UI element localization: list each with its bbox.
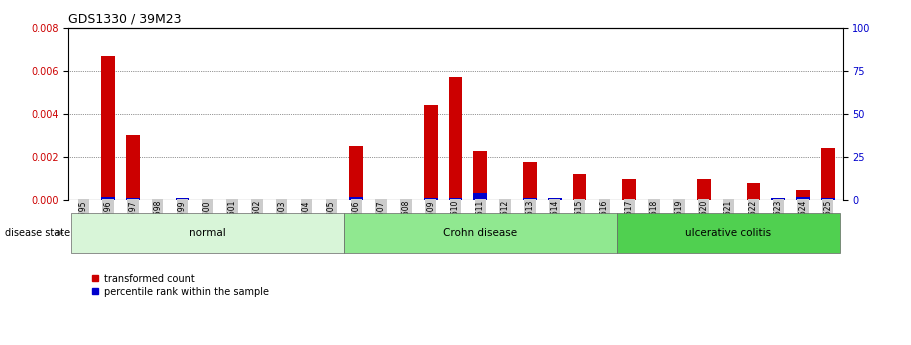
Bar [449,198,462,200]
Bar [101,197,115,200]
Text: GSM29624: GSM29624 [798,200,807,242]
Bar [573,174,587,200]
Text: GSM29608: GSM29608 [402,200,410,242]
Bar [449,77,462,200]
Bar [523,198,537,200]
Text: GSM29611: GSM29611 [476,200,485,242]
Text: GSM29614: GSM29614 [550,200,559,242]
Bar [796,197,810,200]
Text: GSM29605: GSM29605 [327,200,336,242]
Bar [424,105,437,200]
Text: GSM29607: GSM29607 [376,200,385,242]
Text: GSM29602: GSM29602 [252,200,261,242]
Bar [474,150,487,200]
Bar [101,56,115,200]
Text: GSM29621: GSM29621 [724,200,733,242]
FancyBboxPatch shape [617,213,840,253]
Text: GSM29597: GSM29597 [128,200,138,242]
Bar [474,193,487,200]
Bar [350,197,363,200]
Bar [126,136,139,200]
Text: GSM29618: GSM29618 [650,200,659,242]
Text: GSM29615: GSM29615 [575,200,584,242]
Legend: transformed count, percentile rank within the sample: transformed count, percentile rank withi… [91,274,269,297]
Text: ulcerative colitis: ulcerative colitis [685,228,772,238]
Text: GSM29613: GSM29613 [526,200,535,242]
Text: normal: normal [189,228,226,238]
Text: GSM29598: GSM29598 [153,200,162,242]
Bar [176,198,189,200]
Text: GSM29606: GSM29606 [352,200,361,242]
Text: GSM29616: GSM29616 [600,200,609,242]
FancyBboxPatch shape [343,213,617,253]
Text: GSM29625: GSM29625 [824,200,833,242]
Text: GSM29622: GSM29622 [749,200,758,242]
Text: GSM29620: GSM29620 [699,200,708,242]
Text: GSM29600: GSM29600 [203,200,212,242]
Bar [350,146,363,200]
Text: GSM29601: GSM29601 [228,200,237,242]
Text: GSM29610: GSM29610 [451,200,460,242]
Text: Crohn disease: Crohn disease [444,228,517,238]
Text: GSM29623: GSM29623 [773,200,783,242]
Bar [548,198,561,200]
Text: GSM29603: GSM29603 [277,200,286,242]
Text: GSM29599: GSM29599 [178,200,187,242]
FancyBboxPatch shape [71,213,343,253]
Bar [796,190,810,200]
Text: GSM29612: GSM29612 [501,200,509,242]
Bar [772,198,785,200]
Text: GSM29596: GSM29596 [104,200,113,242]
Text: GDS1330 / 39M23: GDS1330 / 39M23 [68,12,182,25]
Bar [746,183,760,200]
Bar [126,198,139,200]
Text: GSM29604: GSM29604 [302,200,311,242]
Bar [821,198,834,200]
Text: disease state: disease state [5,228,69,238]
Text: GSM29619: GSM29619 [674,200,683,242]
Bar [523,162,537,200]
Text: GSM29617: GSM29617 [625,200,634,242]
Text: GSM29609: GSM29609 [426,200,435,242]
Bar [821,148,834,200]
Text: GSM29595: GSM29595 [78,200,87,242]
Bar [697,179,711,200]
Bar [424,197,437,200]
Bar [622,179,636,200]
